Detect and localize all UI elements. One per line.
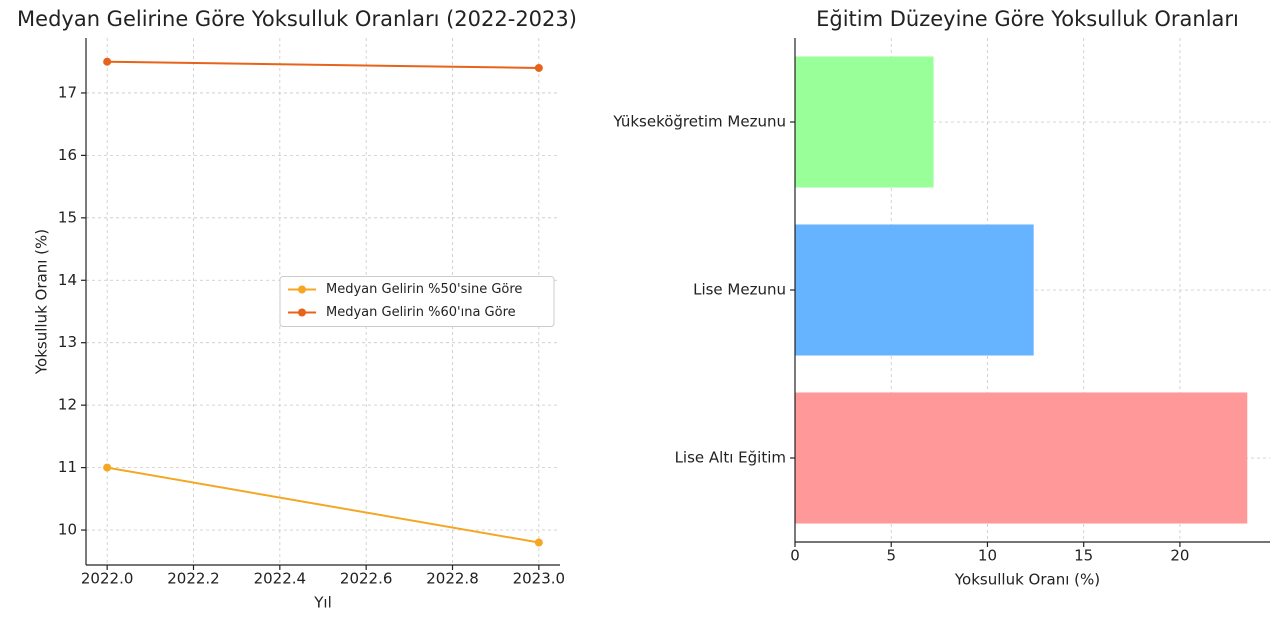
bar [795,56,934,188]
y-tick-label: Lise Altı Eğitim [675,449,786,467]
y-tick-label: 17 [58,83,77,101]
legend-marker [298,308,306,317]
x-tick-label: 15 [1074,547,1093,565]
chart-title: Eğitim Düzeyine Göre Yoksulluk Oranları [816,7,1239,31]
x-tick-label: 20 [1170,547,1189,565]
legend-box [279,276,555,327]
data-point [103,463,112,472]
legend-marker [298,285,306,294]
x-axis-label: Yoksulluk Oranı (%) [954,571,1100,589]
x-tick-label: 2022.6 [340,570,393,588]
y-tick-label: 12 [58,396,77,414]
y-tick-label: 11 [58,458,77,476]
data-point [534,538,543,547]
series-line [106,466,540,544]
x-tick-label: 2022.4 [254,570,307,588]
x-axis-label: Yıl [313,594,332,612]
x-tick-label: 5 [886,547,896,565]
bar [795,392,1248,524]
x-tick-label: 0 [790,547,800,565]
y-tick-label: 13 [58,333,77,351]
x-tick-label: 2022.8 [426,570,479,588]
legend-label: Medyan Gelirin %60'ına Göre [326,305,516,320]
y-tick-label: Lise Mezunu [693,281,786,299]
y-tick-label: 14 [58,271,77,289]
y-tick-label: 10 [58,521,77,539]
data-point [103,57,112,66]
x-tick-label: 2022.2 [167,570,220,588]
y-tick-label: 15 [58,208,77,226]
x-tick-label: 10 [978,547,997,565]
series-line [107,60,539,69]
x-tick-label: 2022.0 [81,570,134,588]
data-point [534,63,543,72]
chart-title: Medyan Gelirine Göre Yoksulluk Oranları … [17,7,577,31]
x-tick-label: 2023.0 [513,570,566,588]
bar [795,224,1034,356]
y-axis-label: Yoksulluk Oranı (%) [33,229,51,375]
y-tick-label: Yükseköğretim Mezunu [612,113,786,131]
y-tick-label: 16 [58,146,77,164]
legend-label: Medyan Gelirin %50'sine Göre [326,282,522,297]
